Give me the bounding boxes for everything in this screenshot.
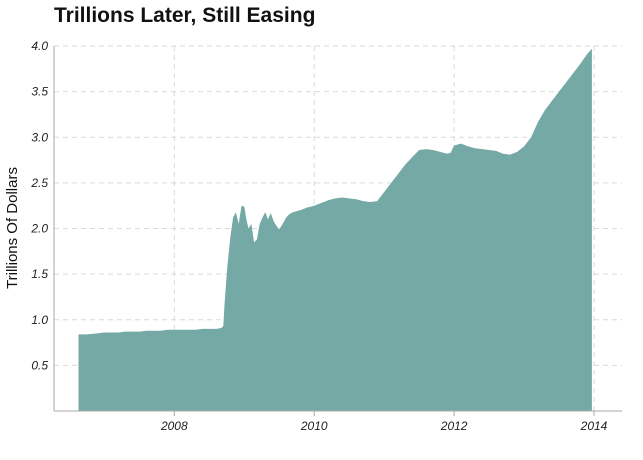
area-series-path (78, 48, 592, 411)
y-tick-label: 1.0 (31, 313, 48, 327)
y-tick-label: 1.5 (31, 267, 48, 281)
x-tick-label: 2010 (300, 419, 328, 433)
chart-title: Trillions Later, Still Easing (54, 4, 316, 27)
y-tick-label: 2.5 (30, 176, 48, 190)
y-tick-label: 0.5 (31, 358, 48, 372)
x-tick-label: 2008 (160, 419, 188, 433)
y-tick-label: 2.0 (30, 222, 48, 236)
tick-labels: 0.5 1.0 1.5 2.0 2.5 3.0 3.5 4.0 2008 2010 2012 2014 (30, 39, 607, 433)
area-series (78, 48, 592, 411)
y-tick-label: 4.0 (31, 39, 48, 53)
x-tick-label: 2014 (580, 419, 608, 433)
y-tick-label: 3.0 (31, 130, 48, 144)
y-axis-title: Trillions Of Dollars (4, 167, 21, 289)
x-tick-label: 2012 (440, 419, 468, 433)
y-tick-label: 3.5 (31, 85, 48, 99)
axes (53, 46, 622, 416)
